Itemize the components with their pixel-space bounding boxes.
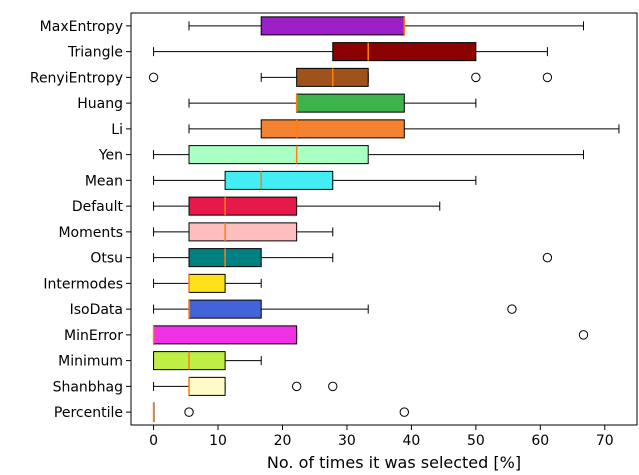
box-shanbhag <box>188 376 226 396</box>
box-minerror <box>153 325 298 345</box>
x-axis-label: No. of times it was selected [%] <box>267 453 521 472</box>
y-tick-label-triangle: Triangle <box>67 45 123 61</box>
y-tick-label-shanbhag: Shanbhag <box>53 379 123 395</box>
x-tick-label: 20 <box>274 433 292 449</box>
y-tick-label-minerror: MinError <box>64 328 123 344</box>
x-tick-label: 10 <box>209 433 227 449</box>
x-tick-label: 60 <box>531 433 549 449</box>
flier-percentile <box>184 407 194 417</box>
y-tick-label-mean: Mean <box>85 173 123 189</box>
y-tick-label-minimum: Minimum <box>58 354 123 370</box>
y-tick-label-huang: Huang <box>77 96 123 112</box>
y-tick-label-renyientropy: RenyiEntropy <box>30 70 123 86</box>
flier-renyientropy <box>148 72 159 83</box>
y-tick-label-moments: Moments <box>58 225 123 241</box>
box-triangle <box>332 42 477 62</box>
plot-area: 0 10 20 30 40 50 60 70 MaxEntropy Triangle RenyiEn… <box>30 12 638 449</box>
x-tick-label: 30 <box>338 433 356 449</box>
box-intermodes <box>188 273 226 293</box>
x-tick-label: 70 <box>596 433 614 449</box>
box-li <box>260 119 405 139</box>
y-tick-label-yen: Yen <box>98 148 123 164</box>
y-tick-label-maxentropy: MaxEntropy <box>40 19 123 35</box>
flier-otsu <box>542 252 553 263</box>
flier-percentile <box>399 407 410 417</box>
x-tick-label: 50 <box>467 433 485 449</box>
box-huang <box>296 93 405 113</box>
box-maxentropy <box>260 16 405 36</box>
flier-isodata <box>507 304 517 314</box>
flier-shanbhag <box>291 381 302 392</box>
axes-frame <box>130 12 638 426</box>
y-tick-label-isodata: IsoData <box>70 302 123 318</box>
box-isodata <box>188 299 262 319</box>
y-tick-label-percentile: Percentile <box>54 405 123 421</box>
x-tick-label: 0 <box>149 433 158 449</box>
flier-renyientropy <box>542 72 553 83</box>
box-default <box>188 196 298 216</box>
flier-shanbhag <box>328 381 338 392</box>
flier-renyientropy <box>471 72 481 83</box>
box-moments <box>188 222 298 242</box>
y-tick-label-li: Li <box>111 122 123 138</box>
y-tick-label-otsu: Otsu <box>90 251 123 267</box>
y-tick-label-intermodes: Intermodes <box>43 276 123 292</box>
x-tick-label: 40 <box>402 433 420 449</box>
box-mean <box>224 170 334 190</box>
box-yen <box>188 145 369 165</box>
y-tick-label-default: Default <box>72 199 124 215</box>
flier-minerror <box>578 330 589 340</box>
